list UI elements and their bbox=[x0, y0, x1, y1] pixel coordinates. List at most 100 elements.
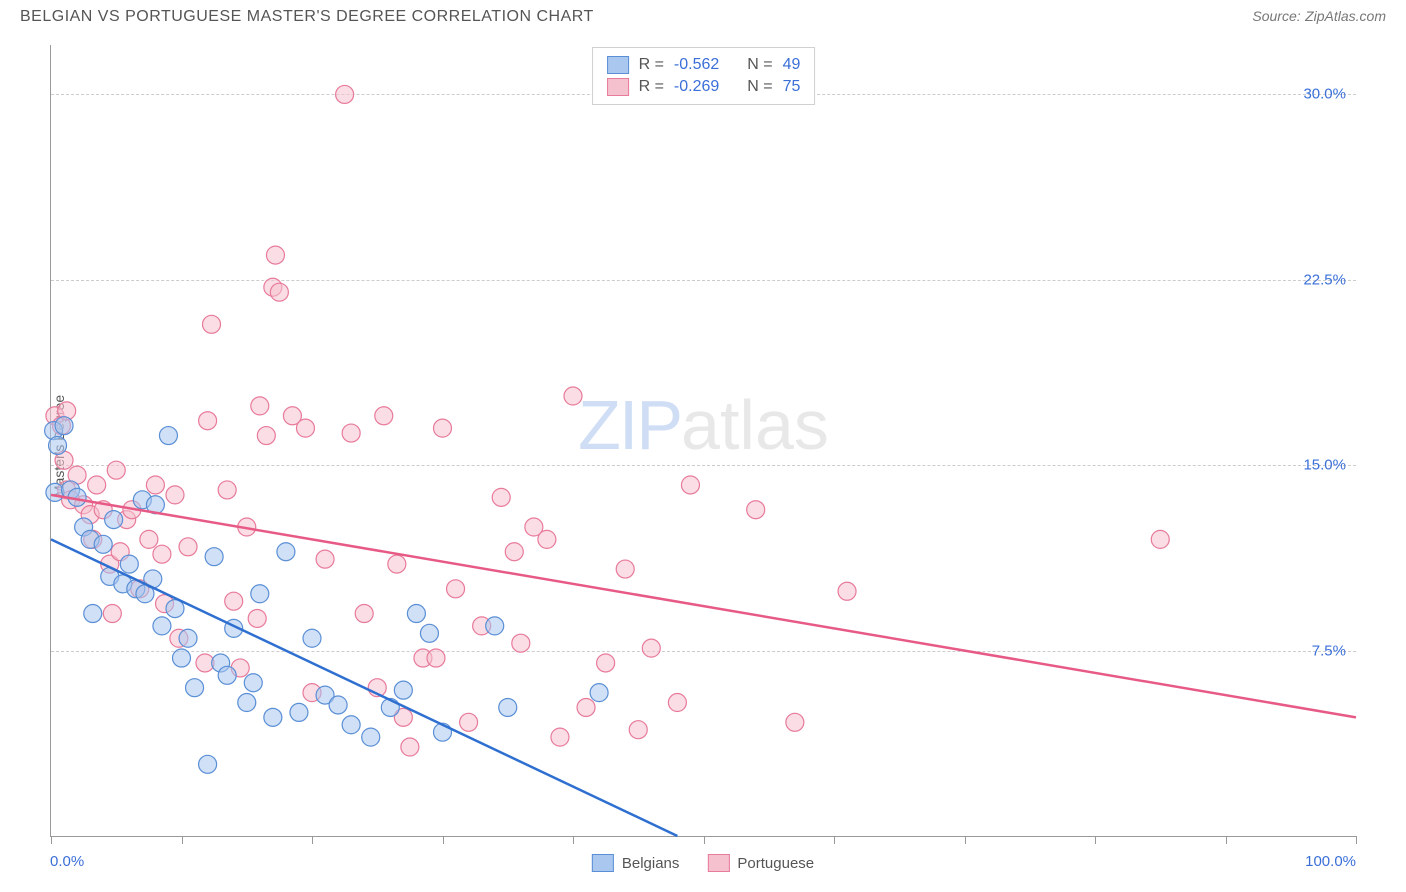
data-point bbox=[277, 543, 295, 561]
r-label: R = bbox=[639, 56, 664, 74]
x-axis-start: 0.0% bbox=[50, 853, 84, 870]
x-tick bbox=[312, 836, 313, 844]
data-point bbox=[388, 555, 406, 573]
data-point bbox=[401, 738, 419, 756]
data-point bbox=[460, 713, 478, 731]
data-point bbox=[668, 694, 686, 712]
data-point bbox=[342, 716, 360, 734]
n-label: N = bbox=[747, 78, 772, 96]
data-point bbox=[218, 481, 236, 499]
data-point bbox=[447, 580, 465, 598]
legend-item-portuguese: Portuguese bbox=[707, 854, 814, 872]
data-point bbox=[179, 629, 197, 647]
data-point bbox=[551, 728, 569, 746]
x-tick bbox=[573, 836, 574, 844]
data-point bbox=[303, 629, 321, 647]
r-value-portuguese: -0.269 bbox=[674, 78, 719, 96]
data-point bbox=[1151, 530, 1169, 548]
source-label: Source: bbox=[1252, 8, 1300, 24]
stats-row-portuguese: R = -0.269 N = 75 bbox=[607, 76, 801, 98]
data-point bbox=[329, 696, 347, 714]
x-tick bbox=[834, 836, 835, 844]
x-tick bbox=[443, 836, 444, 844]
data-point bbox=[179, 538, 197, 556]
data-point bbox=[203, 315, 221, 333]
data-point bbox=[838, 582, 856, 600]
data-point bbox=[499, 698, 517, 716]
data-point bbox=[590, 684, 608, 702]
r-label: R = bbox=[639, 78, 664, 96]
data-point bbox=[107, 461, 125, 479]
chart-title: BELGIAN VS PORTUGUESE MASTER'S DEGREE CO… bbox=[20, 8, 594, 26]
data-point bbox=[251, 585, 269, 603]
stats-legend: R = -0.562 N = 49 R = -0.269 N = 75 bbox=[592, 47, 816, 105]
data-point bbox=[629, 721, 647, 739]
stats-row-belgians: R = -0.562 N = 49 bbox=[607, 54, 801, 76]
legend-item-belgians: Belgians bbox=[592, 854, 680, 872]
swatch-portuguese-icon bbox=[607, 78, 629, 96]
n-label: N = bbox=[747, 56, 772, 74]
data-point bbox=[486, 617, 504, 635]
data-point bbox=[597, 654, 615, 672]
source-name: ZipAtlas.com bbox=[1305, 8, 1386, 24]
source: Source: ZipAtlas.com bbox=[1252, 8, 1386, 26]
x-tick bbox=[965, 836, 966, 844]
data-point bbox=[238, 694, 256, 712]
data-point bbox=[564, 387, 582, 405]
data-point bbox=[577, 698, 595, 716]
x-tick bbox=[1095, 836, 1096, 844]
legend-label-belgians: Belgians bbox=[622, 855, 680, 872]
data-point bbox=[199, 412, 217, 430]
data-point bbox=[420, 624, 438, 642]
data-point bbox=[49, 436, 67, 454]
x-tick bbox=[704, 836, 705, 844]
series-legend: Belgians Portuguese bbox=[592, 854, 814, 872]
data-point bbox=[186, 679, 204, 697]
data-point bbox=[505, 543, 523, 561]
data-point bbox=[407, 605, 425, 623]
data-point bbox=[55, 417, 73, 435]
data-point bbox=[616, 560, 634, 578]
x-axis-end: 100.0% bbox=[1305, 853, 1356, 870]
data-point bbox=[218, 666, 236, 684]
x-tick bbox=[1226, 836, 1227, 844]
data-point bbox=[140, 530, 158, 548]
data-point bbox=[225, 592, 243, 610]
data-point bbox=[264, 708, 282, 726]
data-point bbox=[427, 649, 445, 667]
data-point bbox=[355, 605, 373, 623]
data-point bbox=[84, 605, 102, 623]
data-point bbox=[336, 85, 354, 103]
data-point bbox=[103, 605, 121, 623]
data-point bbox=[105, 511, 123, 529]
data-point bbox=[120, 555, 138, 573]
data-point bbox=[251, 397, 269, 415]
swatch-belgians-icon bbox=[592, 854, 614, 872]
data-point bbox=[316, 550, 334, 568]
scatter-plot bbox=[51, 45, 1356, 836]
swatch-portuguese-icon bbox=[707, 854, 729, 872]
data-point bbox=[342, 424, 360, 442]
data-point bbox=[681, 476, 699, 494]
data-point bbox=[642, 639, 660, 657]
regression-line bbox=[51, 539, 677, 836]
data-point bbox=[434, 419, 452, 437]
data-point bbox=[159, 427, 177, 445]
data-point bbox=[538, 530, 556, 548]
data-point bbox=[786, 713, 804, 731]
swatch-belgians-icon bbox=[607, 56, 629, 74]
data-point bbox=[394, 681, 412, 699]
data-point bbox=[244, 674, 262, 692]
data-point bbox=[88, 476, 106, 494]
data-point bbox=[257, 427, 275, 445]
data-point bbox=[199, 755, 217, 773]
data-point bbox=[173, 649, 191, 667]
x-tick bbox=[51, 836, 52, 844]
data-point bbox=[270, 283, 288, 301]
data-point bbox=[166, 486, 184, 504]
n-value-belgians: 49 bbox=[783, 56, 801, 74]
chart-area: ZIPatlas R = -0.562 N = 49 R = -0.269 N … bbox=[50, 45, 1356, 837]
data-point bbox=[146, 476, 164, 494]
data-point bbox=[46, 483, 64, 501]
data-point bbox=[266, 246, 284, 264]
